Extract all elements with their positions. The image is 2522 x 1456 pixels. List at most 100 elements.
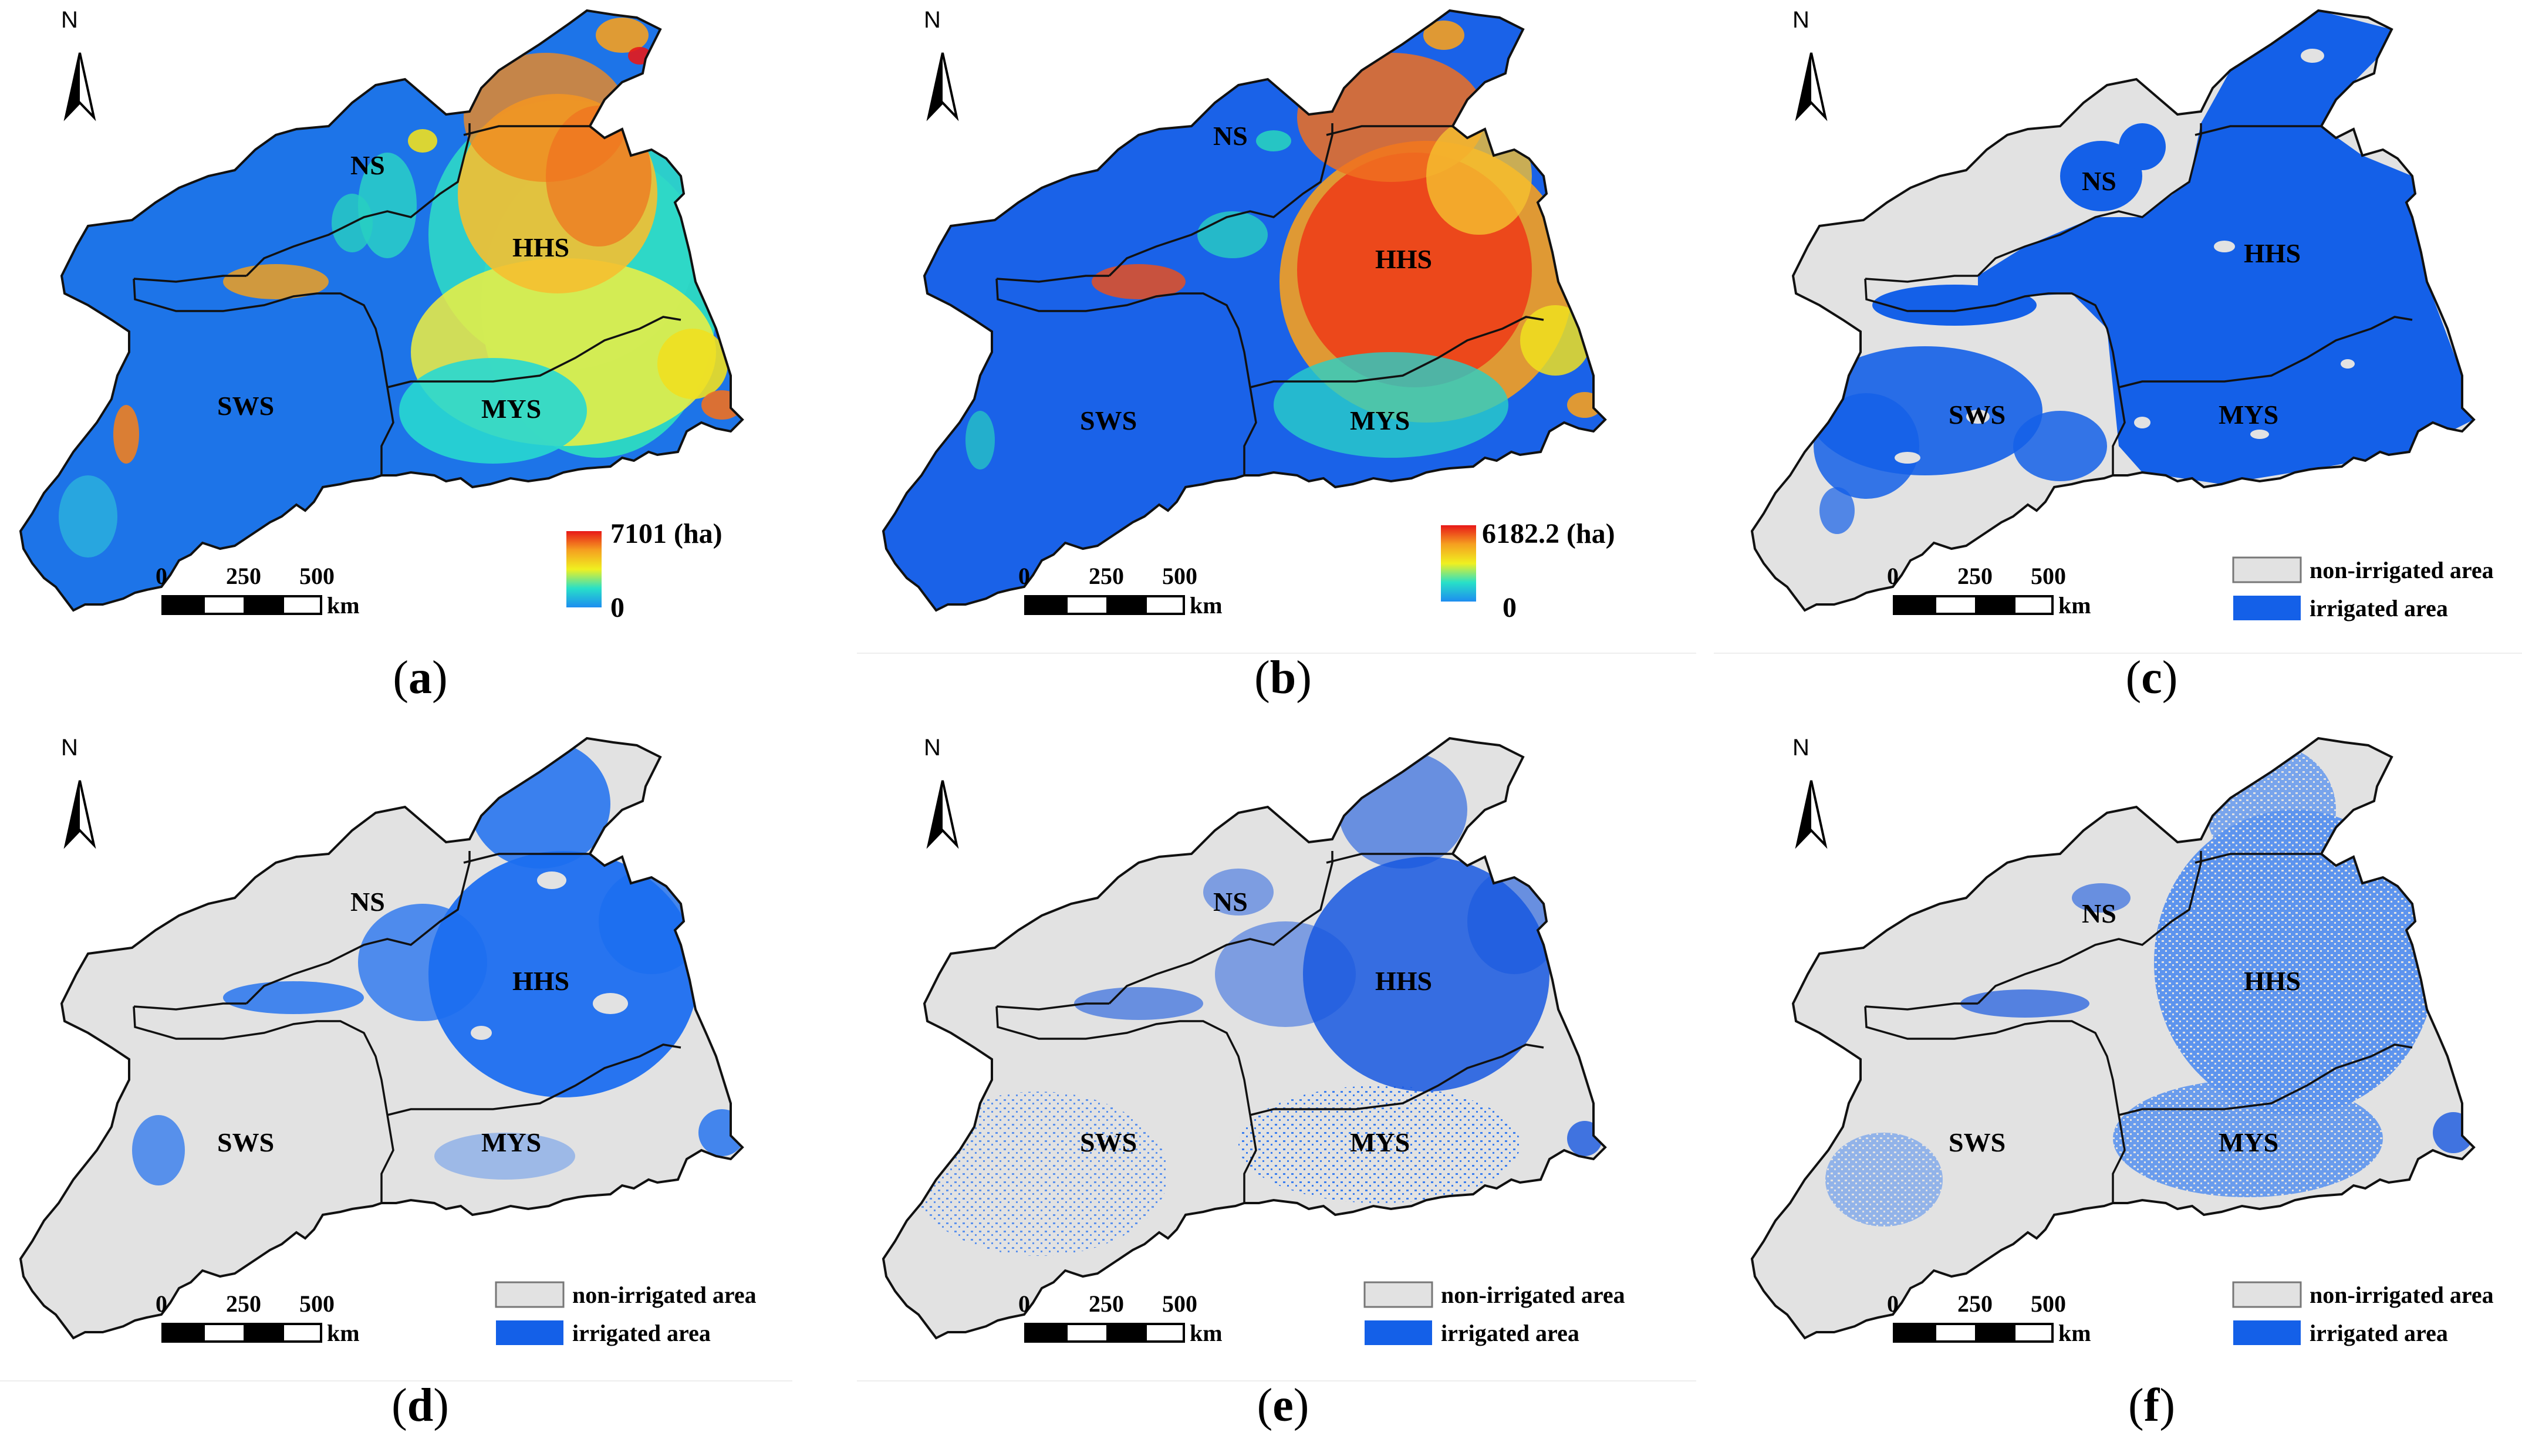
scale-tick-500-f: 500 bbox=[2031, 1291, 2066, 1317]
legend-label-non-e: non-irrigated area bbox=[1441, 1282, 1625, 1308]
region-label-hhs-e: HHS bbox=[1375, 966, 1433, 996]
caption-c: (c) bbox=[2125, 652, 2178, 704]
map-panel-c: N NS HHS SWS MYS 0 250 500 km non-irriga… bbox=[1731, 0, 2522, 728]
region-label-sws-e: SWS bbox=[1080, 1127, 1137, 1157]
map-e-graphic bbox=[882, 737, 1607, 1345]
scale-bar-c bbox=[1893, 595, 2054, 615]
region-label-mys-f: MYS bbox=[2219, 1127, 2279, 1157]
scale-tick-500-b: 500 bbox=[1162, 563, 1197, 589]
scale-tick-250-c: 250 bbox=[1957, 563, 1993, 589]
legend-swatch-non-d bbox=[495, 1281, 565, 1308]
north-label-b: N bbox=[924, 7, 941, 33]
legend-min-b: 0 bbox=[1503, 592, 1517, 623]
map-d-graphic bbox=[19, 737, 744, 1345]
scale-bar-a bbox=[161, 595, 322, 615]
legend-swatch-non-c bbox=[2232, 556, 2302, 583]
legend-max-a: 7101 (ha) bbox=[610, 518, 722, 549]
scale-tick-0-c: 0 bbox=[1887, 563, 1899, 589]
region-label-hhs-b: HHS bbox=[1375, 244, 1433, 274]
north-arrow-a bbox=[63, 52, 96, 121]
region-label-hhs-c: HHS bbox=[2244, 238, 2301, 268]
scale-tick-500-e: 500 bbox=[1162, 1291, 1197, 1317]
north-arrow-d bbox=[63, 780, 96, 849]
caption-letter-a: a bbox=[408, 652, 432, 704]
region-label-ns-d: NS bbox=[350, 887, 385, 917]
scale-tick-500-a: 500 bbox=[299, 563, 335, 589]
panel-separator-top-middle bbox=[857, 653, 1696, 654]
scale-unit-b: km bbox=[1190, 592, 1223, 619]
map-panel-d: N NS HHS SWS MYS 0 250 500 km non-irriga… bbox=[0, 728, 840, 1455]
north-label-e: N bbox=[924, 735, 941, 761]
region-label-sws-a: SWS bbox=[217, 391, 275, 421]
map-panel-b: N NS HHS SWS MYS 0 250 500 km 6182.2 (ha… bbox=[863, 0, 1703, 728]
region-label-sws-d: SWS bbox=[217, 1127, 275, 1157]
region-label-mys-b: MYS bbox=[1350, 406, 1410, 435]
legend-label-irr-c: irrigated area bbox=[2310, 595, 2448, 621]
region-label-sws-c: SWS bbox=[1949, 400, 2006, 430]
scale-tick-0-d: 0 bbox=[156, 1291, 167, 1317]
scale-tick-250-b: 250 bbox=[1089, 563, 1124, 589]
region-label-hhs-a: HHS bbox=[512, 232, 570, 262]
caption-a: (a) bbox=[393, 652, 448, 704]
map-panel-f: N NS HHS SWS MYS 0 250 500 km non-irriga… bbox=[1731, 728, 2522, 1455]
caption-d: (d) bbox=[391, 1380, 449, 1431]
scale-tick-0-b: 0 bbox=[1018, 563, 1030, 589]
legend-max-b: 6182.2 (ha) bbox=[1482, 518, 1615, 549]
map-panel-a: N NS HHS SWS MYS 0 250 500 km 7101 (ha) … bbox=[0, 0, 840, 728]
scale-unit-f: km bbox=[2058, 1320, 2091, 1346]
legend-swatch-non-e bbox=[1363, 1281, 1433, 1308]
legend-swatch-irr-e bbox=[1365, 1320, 1432, 1345]
region-label-ns-e: NS bbox=[1213, 887, 1248, 917]
panel-separator-bottom-left bbox=[0, 1380, 792, 1381]
scale-unit-d: km bbox=[327, 1320, 360, 1346]
scale-bar-b bbox=[1024, 595, 1185, 615]
scale-tick-250-f: 250 bbox=[1957, 1291, 1993, 1317]
map-a-graphic bbox=[19, 9, 744, 615]
legend-label-non-d: non-irrigated area bbox=[572, 1282, 757, 1308]
north-label-d: N bbox=[61, 735, 78, 761]
caption-letter-b: b bbox=[1270, 652, 1297, 704]
north-arrow-b bbox=[926, 52, 959, 121]
region-label-sws-f: SWS bbox=[1949, 1127, 2006, 1157]
scale-bar-f bbox=[1893, 1323, 2054, 1343]
color-ramp-b bbox=[1441, 525, 1476, 602]
legend-label-irr-d: irrigated area bbox=[572, 1320, 711, 1346]
scale-tick-250-a: 250 bbox=[226, 563, 261, 589]
region-label-mys-a: MYS bbox=[481, 394, 542, 424]
region-label-mys-c: MYS bbox=[2219, 400, 2279, 430]
caption-letter-e: e bbox=[1272, 1380, 1294, 1431]
region-label-ns-b: NS bbox=[1213, 121, 1248, 151]
panel-separator-bottom-middle bbox=[857, 1380, 1696, 1381]
north-label-f: N bbox=[1792, 735, 1809, 761]
legend-label-non-c: non-irrigated area bbox=[2310, 557, 2494, 583]
caption-b: (b) bbox=[1254, 652, 1312, 704]
scale-tick-250-e: 250 bbox=[1089, 1291, 1124, 1317]
region-label-mys-e: MYS bbox=[1350, 1127, 1410, 1157]
scale-bar-e bbox=[1024, 1323, 1185, 1343]
scale-bar-d bbox=[161, 1323, 322, 1343]
caption-letter-c: c bbox=[2141, 652, 2162, 704]
caption-f: (f) bbox=[2128, 1380, 2175, 1431]
scale-tick-500-c: 500 bbox=[2031, 563, 2066, 589]
legend-min-a: 0 bbox=[610, 592, 624, 623]
map-b-graphic bbox=[882, 9, 1607, 615]
region-label-sws-b: SWS bbox=[1080, 406, 1137, 435]
scale-tick-250-d: 250 bbox=[226, 1291, 261, 1317]
legend-swatch-irr-d bbox=[496, 1320, 563, 1345]
legend-label-non-f: non-irrigated area bbox=[2310, 1282, 2494, 1308]
legend-label-irr-e: irrigated area bbox=[1441, 1320, 1579, 1346]
north-arrow-f bbox=[1795, 780, 1828, 849]
region-label-ns-c: NS bbox=[2082, 166, 2116, 196]
region-label-mys-d: MYS bbox=[481, 1127, 542, 1157]
map-c-graphic bbox=[1750, 9, 2476, 620]
region-label-hhs-f: HHS bbox=[2244, 966, 2301, 996]
scale-tick-0-e: 0 bbox=[1018, 1291, 1030, 1317]
caption-letter-f: f bbox=[2143, 1380, 2160, 1431]
north-arrow-c bbox=[1795, 52, 1828, 121]
north-label-c: N bbox=[1792, 7, 1809, 33]
panel-separator-top-right bbox=[1714, 653, 2522, 654]
scale-unit-a: km bbox=[327, 592, 360, 619]
scale-tick-0-f: 0 bbox=[1887, 1291, 1899, 1317]
caption-e: (e) bbox=[1257, 1380, 1309, 1431]
legend-label-irr-f: irrigated area bbox=[2310, 1320, 2448, 1346]
